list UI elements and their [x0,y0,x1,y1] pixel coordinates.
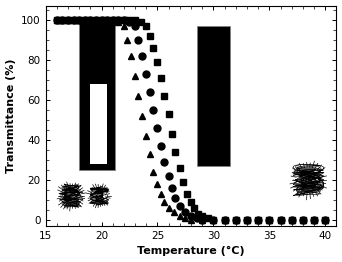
Bar [90,84,107,164]
Bar [197,26,230,166]
X-axis label: Temperature (°C): Temperature (°C) [137,246,245,256]
Bar [79,20,115,170]
Y-axis label: Transmittance (%): Transmittance (%) [5,58,15,173]
